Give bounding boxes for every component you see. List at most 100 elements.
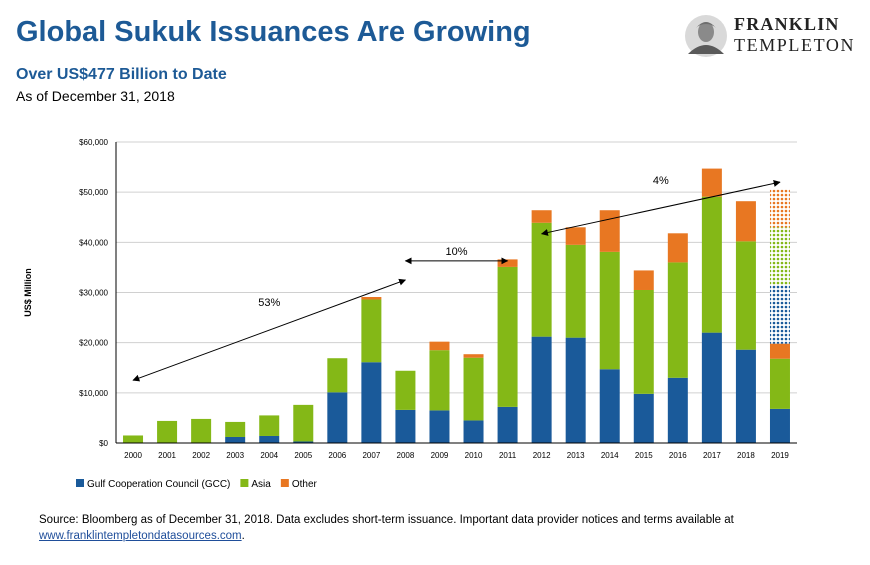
x-tick-label: 2004 (260, 451, 278, 460)
bar-segment (633, 393, 654, 443)
bar-segment (429, 410, 450, 443)
bar-segment (531, 336, 552, 443)
page-title: Global Sukuk Issuances Are Growing (16, 16, 531, 48)
sukuk-stacked-bar-chart: $0 $10,000 $20,000 $30,000 $40,000 $50,000 $60… (23, 138, 797, 490)
projection-bar-segment (769, 227, 790, 285)
y-tick-label: $10,000 (79, 389, 108, 398)
x-tick-label: 2000 (124, 451, 142, 460)
growth-rate-label: 4% (653, 175, 669, 187)
bar-segment (327, 392, 348, 443)
bar-segment (701, 168, 722, 197)
x-tick-label: 2010 (465, 451, 483, 460)
bar-segment (701, 196, 722, 333)
bar-segment (667, 262, 688, 378)
bar-segment (769, 408, 790, 443)
as-of-date: As of December 31, 2018 (16, 88, 175, 104)
x-tick-label: 2018 (737, 451, 755, 460)
growth-rate-label: 10% (445, 246, 467, 258)
bar-segment (225, 421, 246, 437)
data-sources-link[interactable]: www.franklintempletondatasources.com (39, 530, 242, 542)
bar-segment (531, 222, 552, 337)
x-tick-label: 2013 (567, 451, 585, 460)
bar-segment (735, 349, 756, 443)
legend-swatch (76, 479, 84, 487)
bar-segment (633, 289, 654, 394)
bar-segment (769, 343, 790, 359)
franklin-portrait-icon (685, 15, 727, 57)
legend-swatch (280, 479, 289, 487)
bar-segment (769, 358, 790, 409)
bar-segment (395, 370, 416, 410)
bar-segment (599, 210, 620, 252)
bar-segment (395, 409, 416, 443)
y-tick-label: $20,000 (79, 339, 108, 348)
x-tick-label: 2014 (601, 451, 619, 460)
y-tick-label: $30,000 (79, 289, 108, 298)
x-tick-label: 2001 (158, 451, 176, 460)
franklin-templeton-logo: FRANKLIN TEMPLETON (682, 14, 864, 58)
bars (123, 168, 790, 443)
logo-line-2: TEMPLETON (734, 35, 856, 55)
bar-segment (599, 251, 620, 370)
bar-segment (565, 227, 586, 245)
y-tick-label: $60,000 (79, 138, 108, 147)
bar-segment (293, 404, 314, 442)
bar-segment (191, 418, 212, 443)
growth-arrow (132, 278, 407, 382)
source-suffix: . (241, 530, 245, 542)
projection-bar-segment (769, 189, 790, 228)
x-tick-label: 2015 (635, 451, 653, 460)
bar-segment (633, 270, 654, 290)
x-tick-label: 2019 (771, 451, 789, 460)
bar-segment (497, 406, 518, 443)
y-tick-label: $0 (99, 439, 108, 448)
x-tick-label: 2011 (499, 451, 517, 460)
bar-segment (497, 266, 518, 407)
bar-segment (667, 377, 688, 443)
legend: Gulf Cooperation Council (GCC) Asia Other (76, 479, 318, 490)
x-tick-label: 2012 (533, 451, 551, 460)
legend-label: Other (292, 479, 318, 490)
y-tick-label: $40,000 (79, 238, 108, 247)
bar-segment (429, 350, 450, 411)
bar-segment (667, 233, 688, 263)
projection-bar-segment (769, 284, 790, 344)
bar-segment (599, 369, 620, 443)
bar-segment (157, 420, 178, 443)
bar-segment (565, 337, 586, 443)
growth-arrow (540, 180, 781, 236)
bar-segment (701, 332, 722, 443)
legend-swatch (240, 479, 249, 487)
bar-segment (361, 299, 382, 363)
legend-label: Asia (251, 479, 271, 490)
bar-segment (327, 358, 348, 393)
bar-segment (123, 435, 144, 443)
bar-segment (259, 415, 280, 436)
x-tick-label: 2007 (362, 451, 380, 460)
y-axis-title: US$ Million (23, 268, 33, 317)
logo-line-1: FRANKLIN (734, 14, 840, 34)
gridlines (116, 141, 797, 394)
page-subtitle: Over US$477 Billion to Date (16, 66, 227, 83)
bar-segment (735, 241, 756, 350)
bar-segment (225, 436, 246, 443)
source-text: Source: Bloomberg as of December 31, 201… (39, 514, 734, 526)
x-tick-label: 2005 (294, 451, 312, 460)
bar-segment (463, 354, 484, 358)
x-tick-label: 2008 (397, 451, 415, 460)
bar-segment (429, 341, 450, 351)
x-tick-label: 2002 (192, 451, 210, 460)
bar-segment (293, 441, 314, 443)
bar-segment (463, 420, 484, 443)
axes: $0 $10,000 $20,000 $30,000 $40,000 $50,000 $60… (23, 138, 797, 460)
x-tick-label: 2006 (328, 451, 346, 460)
bar-segment (735, 201, 756, 242)
y-tick-label: $50,000 (79, 188, 108, 197)
x-tick-label: 2016 (669, 451, 687, 460)
x-tick-label: 2003 (226, 451, 244, 460)
bar-segment (531, 210, 552, 223)
bar-segment (259, 435, 280, 443)
growth-annotations: 53% 10% 4% (132, 175, 781, 382)
bar-segment (361, 297, 382, 300)
bar-segment (463, 357, 484, 421)
